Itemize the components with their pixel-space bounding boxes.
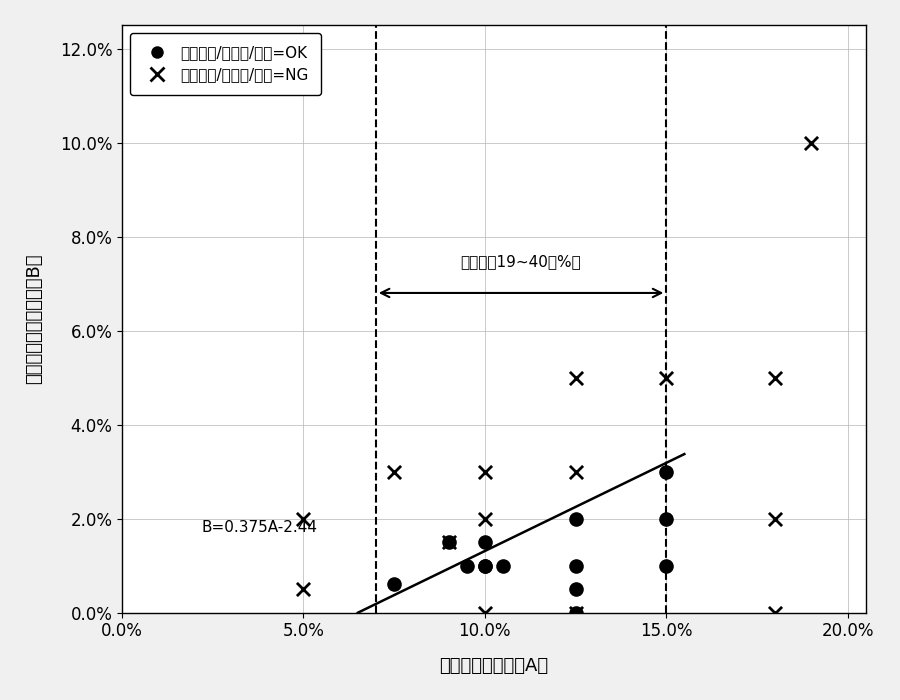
Point — [768, 513, 782, 524]
Point — [460, 560, 474, 571]
Point — [478, 536, 492, 547]
Point — [659, 513, 673, 524]
Point — [296, 513, 310, 524]
Y-axis label: 胶体二氧化硅添加量（B）: 胶体二氧化硅添加量（B） — [25, 253, 43, 384]
Point — [804, 137, 818, 148]
Legend: 耐闪烁性/防眩性/亮度=OK, 耐闪烁性/防眩性/亮度=NG: 耐闪烁性/防眩性/亮度=OK, 耐闪烁性/防眩性/亮度=NG — [130, 33, 320, 94]
Point — [387, 579, 401, 590]
Text: B=0.375A-2.44: B=0.375A-2.44 — [202, 521, 318, 536]
Point — [568, 372, 582, 383]
Point — [441, 536, 455, 547]
Point — [478, 560, 492, 571]
Point — [387, 466, 401, 477]
Point — [768, 372, 782, 383]
Point — [478, 560, 492, 571]
Point — [768, 607, 782, 618]
Point — [568, 607, 582, 618]
Point — [478, 607, 492, 618]
Point — [659, 466, 673, 477]
Point — [441, 536, 455, 547]
Point — [478, 513, 492, 524]
X-axis label: 树脂粒子添加量（A）: 树脂粒子添加量（A） — [439, 657, 548, 675]
Point — [568, 513, 582, 524]
Point — [568, 607, 582, 618]
Point — [496, 560, 510, 571]
Point — [568, 466, 582, 477]
Point — [568, 560, 582, 571]
Text: 内部雾度19~40（%）: 内部雾度19~40（%） — [461, 254, 581, 270]
Point — [568, 584, 582, 595]
Point — [478, 466, 492, 477]
Point — [296, 584, 310, 595]
Point — [659, 372, 673, 383]
Point — [659, 560, 673, 571]
